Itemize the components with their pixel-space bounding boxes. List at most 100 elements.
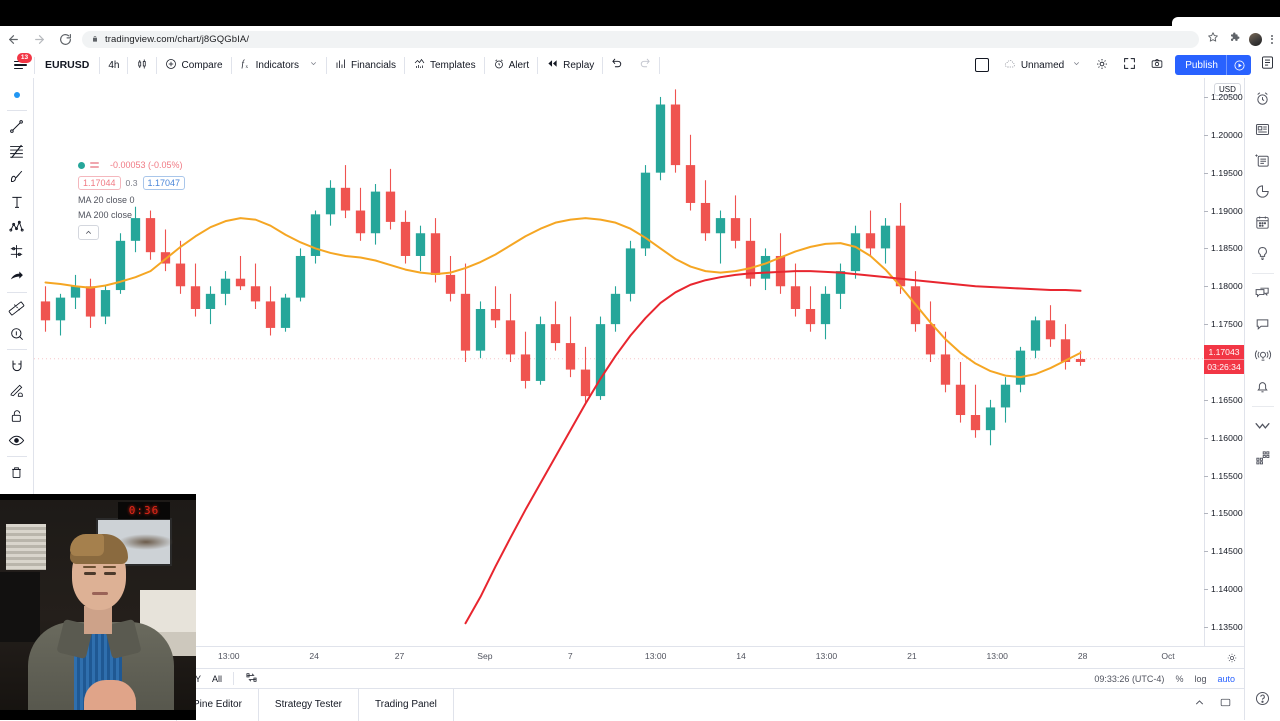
- calendar-icon[interactable]: [1248, 207, 1278, 238]
- ask-price[interactable]: 1.17047: [142, 176, 186, 190]
- tab-trading-panel[interactable]: Trading Panel: [359, 688, 454, 721]
- financials-button[interactable]: Financials: [328, 52, 403, 78]
- chat-stream-icon[interactable]: [1248, 278, 1278, 309]
- avatar-icon[interactable]: [1249, 32, 1262, 46]
- news-icon[interactable]: [1248, 114, 1278, 145]
- templates-label: Templates: [430, 59, 476, 71]
- trend-line-icon[interactable]: [2, 114, 32, 139]
- time-scale-settings-button[interactable]: [1226, 651, 1238, 669]
- ma20-legend[interactable]: MA 20 close 0: [78, 195, 135, 205]
- browser-url-bar: tradingview.com/chart/j8GQGbIA/: [0, 26, 1280, 53]
- main-menu-button[interactable]: 13: [7, 52, 33, 78]
- series-dot-icon: [78, 161, 85, 169]
- chevron-up-icon[interactable]: [1193, 696, 1206, 714]
- list-menu-icon: [1260, 55, 1275, 75]
- candle-body: [355, 210, 366, 234]
- person-brow-left: [83, 566, 96, 568]
- time-tick: Sep: [477, 651, 493, 661]
- price-tick-mark: [1204, 172, 1208, 174]
- drawing-mode-icon[interactable]: [2, 378, 32, 403]
- interval-button[interactable]: 4h: [108, 59, 120, 71]
- publish-button[interactable]: Publish: [1175, 55, 1251, 75]
- forecast-icon[interactable]: [2, 239, 32, 264]
- back-arrow-icon[interactable]: [0, 26, 26, 52]
- alerts-bell-icon[interactable]: [1248, 371, 1278, 402]
- ma-line: [464, 270, 1082, 625]
- redo-button[interactable]: [631, 52, 658, 78]
- chevron-collapse-icon[interactable]: [1248, 411, 1278, 442]
- templates-button[interactable]: Templates: [406, 52, 483, 78]
- cursor-dot-icon[interactable]: [2, 82, 32, 107]
- last-price-badge[interactable]: 1.17043 03:26:34: [1204, 344, 1244, 374]
- ma200-legend[interactable]: MA 200 close: [78, 210, 133, 220]
- pattern-icon[interactable]: [2, 214, 32, 239]
- chart-style-button[interactable]: [129, 52, 155, 78]
- chart-canvas[interactable]: USD 1.20500 1.20000 1.19500 1.19000 1.18500 1…: [34, 78, 1244, 646]
- kebab-menu-icon[interactable]: [1271, 34, 1273, 44]
- measure-ruler-icon[interactable]: [2, 296, 32, 321]
- play-icon[interactable]: [1227, 59, 1251, 72]
- time-interval-icon[interactable]: [245, 671, 258, 686]
- star-icon[interactable]: [1207, 30, 1219, 48]
- legend-collapse-button[interactable]: [78, 225, 99, 240]
- forward-arrow-icon[interactable]: [26, 26, 52, 52]
- percent-scale-button[interactable]: %: [1175, 673, 1184, 684]
- replay-button[interactable]: Replay: [539, 52, 601, 78]
- chevron-down-icon[interactable]: [1072, 59, 1081, 71]
- remove-drawings-icon[interactable]: [2, 460, 32, 485]
- ideas-lamp-icon[interactable]: [1248, 238, 1278, 269]
- auto-scale-button[interactable]: auto: [1217, 673, 1235, 684]
- brush-icon[interactable]: [2, 164, 32, 189]
- browser-tab[interactable]: [1172, 17, 1280, 26]
- range-all-button[interactable]: All: [212, 673, 223, 684]
- alert-button[interactable]: Alert: [486, 52, 537, 78]
- notes-icon[interactable]: [1248, 145, 1278, 176]
- pie-chart-icon[interactable]: [1248, 176, 1278, 207]
- person-mouth: [92, 592, 108, 595]
- arrow-icon[interactable]: [2, 264, 32, 289]
- symbol-button[interactable]: EURUSD: [45, 59, 90, 71]
- undo-button[interactable]: [604, 52, 631, 78]
- tab-strategy-tester[interactable]: Strategy Tester: [259, 688, 359, 721]
- candle-body: [40, 301, 51, 321]
- hotlist-icon[interactable]: [1248, 442, 1278, 473]
- clock-label[interactable]: 09:33:26 (UTC-4): [1094, 673, 1165, 684]
- snapshot-button[interactable]: [1143, 52, 1171, 78]
- time-scale[interactable]: 13:001713:002427Sep713:001413:002113:002…: [34, 646, 1244, 668]
- price-tick: 1.19000: [1211, 205, 1243, 216]
- layout-select-button[interactable]: [968, 52, 996, 78]
- magnet-icon[interactable]: [2, 353, 32, 378]
- address-bar[interactable]: tradingview.com/chart/j8GQGbIA/: [82, 30, 1199, 48]
- time-tick: 13:00: [218, 651, 240, 661]
- reload-icon[interactable]: [52, 26, 78, 52]
- alarm-clock-icon[interactable]: [1248, 83, 1278, 114]
- candle-body: [1030, 320, 1041, 351]
- bid-price[interactable]: 1.17044: [78, 176, 121, 190]
- lock-drawings-icon[interactable]: [2, 403, 32, 428]
- fib-retracement-icon[interactable]: [2, 139, 32, 164]
- text-icon[interactable]: [2, 189, 32, 214]
- price-chart-svg[interactable]: [34, 78, 1204, 646]
- right-panel-toggle[interactable]: [1254, 52, 1280, 78]
- maximize-icon[interactable]: [1219, 696, 1232, 714]
- chevron-down-icon[interactable]: [309, 59, 318, 71]
- candle-body: [760, 255, 771, 279]
- hide-drawings-icon[interactable]: [2, 428, 32, 453]
- browser-tab-strip: [0, 0, 1280, 26]
- price-tick-mark: [1204, 134, 1208, 136]
- broadcast-icon[interactable]: [1248, 340, 1278, 371]
- puzzle-icon[interactable]: [1228, 30, 1240, 48]
- chart-settings-button[interactable]: [1088, 52, 1116, 78]
- fullscreen-button[interactable]: [1116, 52, 1143, 78]
- log-scale-button[interactable]: log: [1194, 673, 1207, 684]
- compare-button[interactable]: Compare: [158, 52, 229, 78]
- layout-name-label: Unnamed: [1020, 59, 1065, 71]
- candle-body: [640, 172, 651, 249]
- help-icon[interactable]: [1248, 683, 1278, 714]
- undo-icon: [611, 57, 624, 73]
- zoom-icon[interactable]: [2, 321, 32, 346]
- private-chat-icon[interactable]: [1248, 309, 1278, 340]
- save-layout-button[interactable]: Unnamed: [996, 52, 1088, 78]
